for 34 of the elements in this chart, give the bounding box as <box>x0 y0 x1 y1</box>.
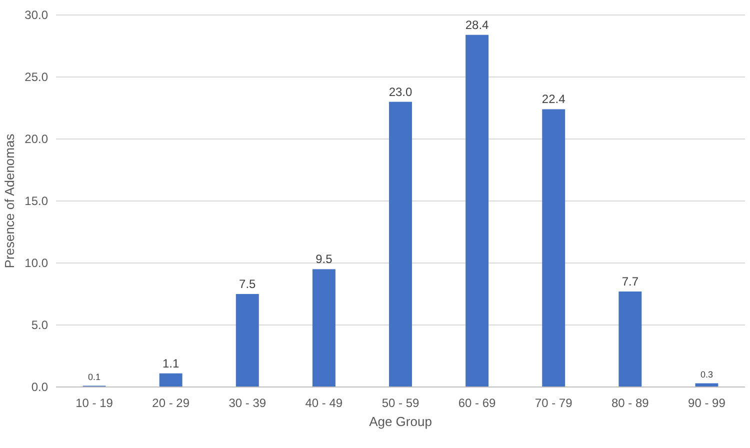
bar <box>159 373 182 387</box>
x-tick-label: 90 - 99 <box>688 396 726 410</box>
data-label: 9.5 <box>316 252 333 266</box>
y-tick-label: 25.0 <box>24 70 48 84</box>
y-tick-label: 15.0 <box>24 194 48 208</box>
y-tick-label: 0.0 <box>31 380 48 394</box>
x-tick-label: 10 - 19 <box>76 396 114 410</box>
x-tick-label: 70 - 79 <box>534 396 573 410</box>
x-tick-label: 50 - 59 <box>382 396 420 410</box>
y-axis-title: Presence of Adenomas <box>2 133 17 268</box>
y-tick-label: 30.0 <box>24 8 48 22</box>
bar <box>389 102 412 387</box>
x-axis-title: Age Group <box>369 414 432 429</box>
data-label: 1.1 <box>162 356 180 370</box>
bar <box>312 269 336 387</box>
y-tick-label: 10.0 <box>24 256 48 270</box>
x-tick-label: 80 - 89 <box>611 396 650 410</box>
data-label: 7.5 <box>239 277 256 291</box>
x-tick-label: 40 - 49 <box>305 396 343 410</box>
y-tick-label: 20.0 <box>24 132 48 146</box>
x-tick-label: 20 - 29 <box>152 396 190 410</box>
x-tick-label: 30 - 39 <box>228 396 266 410</box>
data-label: 0.1 <box>88 372 101 382</box>
data-label: 22.4 <box>542 92 566 106</box>
bar <box>542 109 566 387</box>
bar <box>618 292 642 387</box>
data-label: 0.3 <box>700 369 713 380</box>
data-label: 7.7 <box>622 274 639 289</box>
data-label: 28.4 <box>465 18 490 32</box>
x-tick-label: 60 - 69 <box>458 396 496 410</box>
bar <box>466 34 489 387</box>
y-tick-label: 5.0 <box>31 318 48 332</box>
bar <box>236 294 259 387</box>
data-label: 23.0 <box>388 84 412 99</box>
